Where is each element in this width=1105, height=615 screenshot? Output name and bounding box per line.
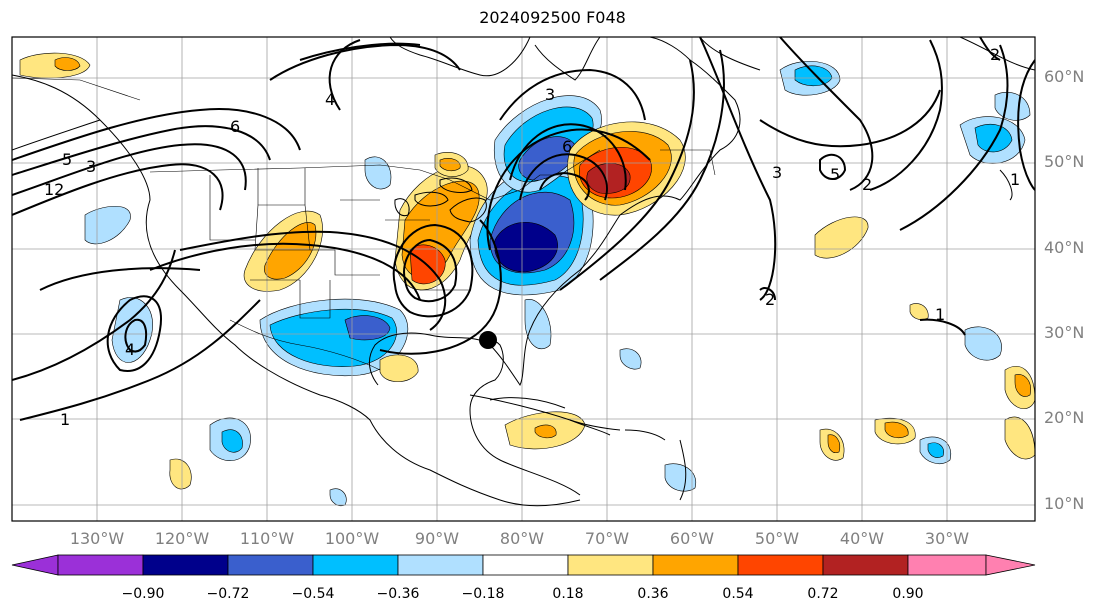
- contours: [12, 37, 1035, 421]
- colorbar-tick: −0.72: [206, 586, 250, 602]
- lat-label: 10°N: [1044, 494, 1085, 513]
- contour-label: 12: [44, 180, 64, 199]
- colorbar: [11, 554, 1036, 576]
- lat-label: 20°N: [1044, 408, 1085, 427]
- map-frame: [11, 36, 1036, 522]
- colorbar-swatch: [482, 554, 569, 576]
- contour-label: 4: [125, 340, 135, 359]
- lat-label: 60°N: [1044, 67, 1085, 86]
- borders: [12, 77, 716, 371]
- lon-label: 40°W: [839, 529, 885, 548]
- colorbar-tick: 0.90: [892, 586, 924, 602]
- lon-label: 70°W: [584, 529, 630, 548]
- contour-label: 2: [765, 290, 775, 309]
- lon-label: 100°W: [324, 529, 380, 548]
- colorbar-tick: −0.54: [291, 586, 335, 602]
- lon-label: 120°W: [154, 529, 210, 548]
- contour-label: 5: [830, 165, 840, 184]
- colorbar-extend-low: [11, 554, 59, 576]
- lon-label: 130°W: [69, 529, 125, 548]
- contour-label: 3: [545, 85, 555, 104]
- map-title: 2024092500 F048: [479, 8, 626, 27]
- colorbar-swatch: [57, 554, 144, 576]
- lon-label: 50°W: [754, 529, 800, 548]
- colorbar-swatch: [227, 554, 314, 576]
- colorbar-swatch: [567, 554, 654, 576]
- colorbar-tick: 0.54: [722, 586, 754, 602]
- contour-label: 6: [230, 117, 240, 136]
- contour-label: 4: [325, 90, 335, 109]
- contour-label: 1: [935, 305, 945, 324]
- contour-label: 1: [1010, 170, 1020, 189]
- colorbar-extend-high: [985, 554, 1036, 576]
- colorbar-swatch: [737, 554, 824, 576]
- contour-label: 3: [86, 157, 96, 176]
- colorbar-tick: 0.36: [637, 586, 669, 602]
- contour-label: 5: [62, 150, 72, 169]
- colorbar-swatch: [312, 554, 399, 576]
- anomaly-shading: [19, 52, 1035, 507]
- colorbar-swatch: [652, 554, 739, 576]
- lon-label: 110°W: [239, 529, 295, 548]
- graticule: [12, 37, 1035, 521]
- contour-label: 6: [562, 137, 572, 156]
- lon-label: 80°W: [499, 529, 545, 548]
- lon-label: 30°W: [924, 529, 970, 548]
- lon-label: 90°W: [414, 529, 460, 548]
- lon-label: 60°W: [669, 529, 715, 548]
- colorbar-tick: 0.72: [807, 586, 839, 602]
- colorbar-tick: −0.90: [121, 586, 165, 602]
- colorbar-swatch: [142, 554, 229, 576]
- lat-label: 30°N: [1044, 323, 1085, 342]
- contour-label: 3: [772, 163, 782, 182]
- colorbar-swatch: [822, 554, 909, 576]
- colorbar-tick: −0.36: [376, 586, 420, 602]
- lat-label: 40°N: [1044, 238, 1085, 257]
- coastlines: [12, 37, 1035, 507]
- colorbar-swatch: [397, 554, 484, 576]
- contour-labels: 6 5 3 12 4 6 3 2 1 1 2 4 3 2 1 5: [44, 45, 1020, 429]
- colorbar-swatch: [907, 554, 987, 576]
- lat-label: 50°N: [1044, 152, 1085, 171]
- contour-label: 2: [990, 45, 1000, 64]
- colorbar-tick: 0.18: [552, 586, 584, 602]
- contour-label: 2: [862, 175, 872, 194]
- storm-marker: [479, 331, 497, 349]
- colorbar-tick: −0.18: [461, 586, 505, 602]
- contour-label: 1: [60, 410, 70, 429]
